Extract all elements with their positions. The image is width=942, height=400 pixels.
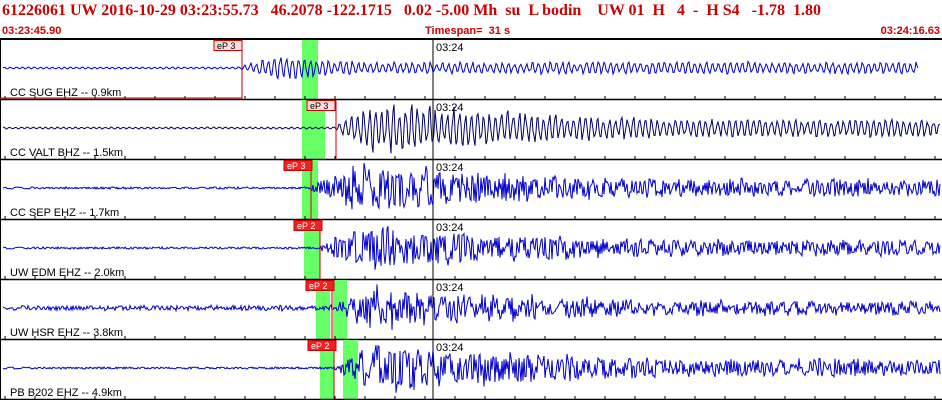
pick-window-highlight xyxy=(333,280,347,340)
minute-marker-label: 03:24 xyxy=(436,282,464,294)
waveform-trace xyxy=(2,226,941,270)
trace-row[interactable]: 03:24 eP 3 CC SEP EHZ -- 1.7km xyxy=(0,160,942,221)
pick-window-highlight xyxy=(320,340,334,400)
pick-marker[interactable] xyxy=(306,100,336,111)
waveform-trace xyxy=(3,104,941,154)
trace-row[interactable]: 03:24 eP 2 UW HSR EHZ -- 3.8km xyxy=(0,280,942,341)
time-axis-bar xyxy=(0,38,942,40)
pick-marker[interactable] xyxy=(305,280,335,291)
minute-marker-label: 03:24 xyxy=(436,102,464,114)
pick-label: eP 2 xyxy=(309,281,327,291)
minute-marker-label: 03:24 xyxy=(436,162,464,174)
pick-label: eP 3 xyxy=(310,101,328,111)
pick-window-highlight xyxy=(304,220,320,280)
end-time: 03:24:16.63 xyxy=(880,25,940,37)
waveform-trace xyxy=(2,345,941,393)
event-title: 61226061 UW 2016-10-29 03:23:55.73 46.20… xyxy=(2,2,821,19)
station-label: PB B202 EHZ -- 4.9km xyxy=(10,387,122,399)
timespan-label: Timespan= 31 s xyxy=(425,25,511,37)
pick-label: eP 2 xyxy=(311,341,329,351)
pick-marker[interactable] xyxy=(293,220,323,231)
minute-marker-label: 03:24 xyxy=(436,42,464,54)
waveform-trace xyxy=(2,57,919,80)
station-label: UW EDM EHZ -- 2.0km xyxy=(10,267,124,279)
pick-window-highlight xyxy=(302,100,325,160)
pick-marker[interactable] xyxy=(307,340,337,351)
pick-window-highlight xyxy=(302,160,318,220)
pick-label: eP 2 xyxy=(297,221,315,231)
pick-marker[interactable] xyxy=(213,40,243,51)
trace-row[interactable]: 03:24 eP 3 CC VALT BHZ -- 1.5km xyxy=(0,100,942,161)
pick-label: eP 3 xyxy=(217,41,235,51)
pick-label: eP 3 xyxy=(287,161,305,171)
station-label: CC SUG EHZ -- 0.9km xyxy=(10,87,121,99)
pick-window-highlight xyxy=(316,280,330,340)
station-label: CC SEP EHZ -- 1.7km xyxy=(10,207,119,219)
waveform-trace xyxy=(2,284,941,330)
trace-row[interactable]: 03:24 eP 2 PB B202 EHZ -- 4.9km xyxy=(0,340,942,400)
start-time: 03:23:45.90 xyxy=(2,25,62,37)
station-label: UW HSR EHZ -- 3.8km xyxy=(10,327,123,339)
header: 61226061 UW 2016-10-29 03:23:55.73 46.20… xyxy=(0,0,942,40)
minute-marker-label: 03:24 xyxy=(436,342,464,354)
trace-row[interactable]: 03:24 eP 3 CC SUG EHZ -- 0.9km xyxy=(0,40,942,101)
pick-window-highlight xyxy=(302,40,318,100)
minute-marker-label: 03:24 xyxy=(436,222,464,234)
waveform-trace xyxy=(2,162,941,210)
station-label: CC VALT BHZ -- 1.5km xyxy=(10,147,123,159)
pick-window-highlight xyxy=(343,340,358,400)
trace-row[interactable]: 03:24 eP 2 UW EDM EHZ -- 2.0km xyxy=(0,220,942,281)
pick-marker[interactable] xyxy=(283,160,313,171)
